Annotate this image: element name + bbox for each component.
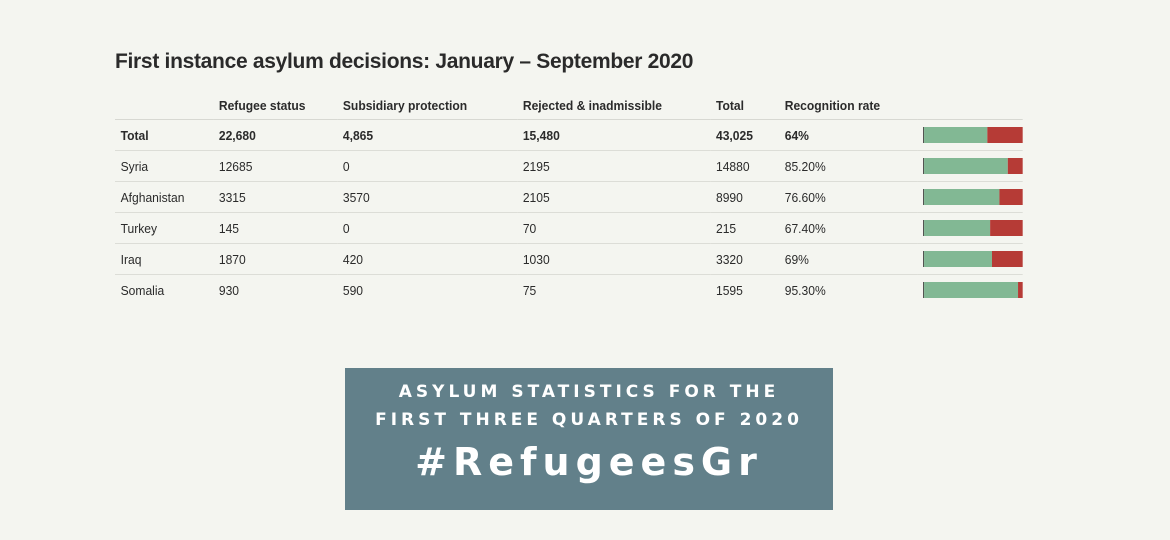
- cell-rejected: 2195: [517, 150, 711, 182]
- table-row-total: Total 22,680 4,865 15,480 43,025 64%: [115, 119, 1023, 151]
- recognition-bar-negative: [999, 189, 1023, 205]
- header-bar: [917, 91, 1023, 120]
- chart-title: First instance asylum decisions: January…: [115, 50, 694, 73]
- cell-label: Somalia: [120, 282, 165, 298]
- cell-label: Afghanistan: [115, 181, 214, 213]
- header-country: [115, 91, 214, 120]
- recognition-bar: [923, 189, 1023, 205]
- cell-refugee-status: 12685: [213, 150, 338, 182]
- recognition-bar-positive: [924, 251, 993, 267]
- banner-line-1: Asylum statistics for the: [398, 382, 780, 402]
- cell-refugee-status: 1870: [213, 243, 338, 275]
- recognition-bar-positive: [924, 189, 1000, 205]
- cell-bar: [918, 275, 1023, 306]
- table-row: Afghanistan 3315 3570 2105 8990 76.60%: [115, 181, 1023, 213]
- header-rejected: Rejected & inadmissible: [517, 91, 711, 120]
- recognition-bar: [923, 127, 1023, 143]
- recognition-bar-negative: [990, 220, 1023, 236]
- recognition-bar-negative: [1018, 282, 1023, 298]
- cell-recognition-rate: 67.40%: [779, 212, 918, 244]
- cell-recognition-rate: 85.20%: [779, 150, 918, 182]
- cell-label: Syria: [115, 150, 214, 182]
- recognition-bar: [923, 158, 1023, 174]
- cell-recognition-rate: 76.60%: [779, 181, 918, 213]
- recognition-bar-positive: [924, 127, 988, 143]
- cell-recognition-rate: 69%: [779, 243, 918, 275]
- cell-refugee-status: 930: [218, 282, 240, 298]
- recognition-bar-negative: [992, 251, 1023, 267]
- asylum-decisions-table: Refugee status Subsidiary protection Rej…: [115, 91, 1023, 305]
- cell-subsidiary-protection: 0: [337, 150, 518, 182]
- hashtag-banner: Asylum statistics for the first three qu…: [345, 368, 833, 510]
- cell-subsidiary-protection: 4,865: [337, 119, 518, 151]
- cell-refugee-status: 22,680: [213, 119, 338, 151]
- cell-total: 1595: [715, 282, 743, 298]
- table-row: Iraq 1870 420 1030 3320 69%: [115, 243, 1023, 275]
- cell-total: 43,025: [710, 119, 780, 151]
- recognition-bar-positive: [924, 220, 991, 236]
- cell-subsidiary-protection: 420: [337, 243, 518, 275]
- cell-bar: [917, 243, 1023, 275]
- table-row: Turkey 145 0 70 215 67.40%: [115, 212, 1023, 244]
- recognition-bar-positive: [924, 282, 1019, 298]
- cell-refugee-status: 145: [213, 212, 338, 244]
- header-recognition-rate: Recognition rate: [779, 91, 918, 120]
- cell-rejected: 75: [522, 282, 537, 298]
- banner-line-2: first three quarters of 2020: [375, 410, 803, 430]
- header-refugee-status: Refugee status: [213, 91, 338, 120]
- cell-rejected: 2105: [517, 181, 711, 213]
- cell-label: Total: [115, 119, 214, 151]
- cell-recognition-rate: 64%: [779, 119, 918, 151]
- cell-subsidiary-protection: 590: [342, 282, 364, 298]
- banner-hashtag: #RefugeesGr: [415, 440, 763, 484]
- cell-total: 215: [710, 212, 780, 244]
- table-row: Syria 12685 0 2195 14880 85.20%: [115, 150, 1023, 182]
- header-subsidiary-protection: Subsidiary protection: [337, 91, 518, 120]
- cell-bar: [917, 119, 1023, 151]
- cell-bar: [917, 212, 1023, 244]
- table-row: Somalia 930 590 75 1595 95.30%: [115, 275, 1023, 306]
- table-header-row: Refugee status Subsidiary protection Rej…: [115, 91, 1023, 120]
- recognition-bar: [923, 282, 1023, 298]
- cell-total: 14880: [710, 150, 780, 182]
- cell-total: 8990: [710, 181, 780, 213]
- cell-bar: [917, 181, 1023, 213]
- cell-rejected: 15,480: [517, 119, 711, 151]
- cell-bar: [917, 150, 1023, 182]
- cell-subsidiary-protection: 3570: [337, 181, 518, 213]
- recognition-bar: [923, 220, 1023, 236]
- recognition-bar: [923, 251, 1023, 267]
- cell-rejected: 1030: [517, 243, 711, 275]
- cell-label: Turkey: [115, 212, 214, 244]
- recognition-bar-positive: [924, 158, 1009, 174]
- cell-rejected: 70: [517, 212, 711, 244]
- cell-label: Iraq: [115, 243, 214, 275]
- cell-total: 3320: [710, 243, 780, 275]
- table-body: Total 22,680 4,865 15,480 43,025 64% Syr…: [115, 119, 1023, 306]
- cell-recognition-rate: 95.30%: [784, 282, 826, 298]
- recognition-bar-negative: [1008, 158, 1023, 174]
- cell-refugee-status: 3315: [213, 181, 338, 213]
- cell-subsidiary-protection: 0: [337, 212, 518, 244]
- header-total: Total: [710, 91, 780, 120]
- recognition-bar-negative: [987, 127, 1023, 143]
